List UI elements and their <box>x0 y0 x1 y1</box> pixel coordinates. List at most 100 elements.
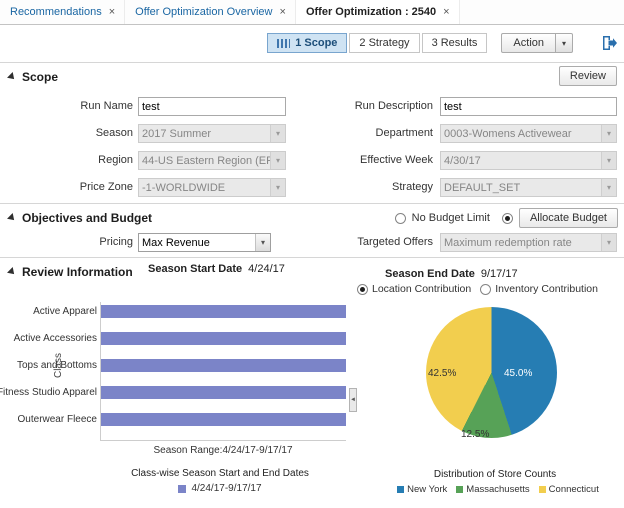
bar-legend-label: 4/24/17-9/17/17 <box>191 483 262 494</box>
season-label: Season <box>95 127 133 139</box>
effective-week-select[interactable]: 4/30/17 ▾ <box>440 151 617 170</box>
allocate-budget-radio[interactable] <box>501 212 513 224</box>
season-start-label: Season Start Date <box>148 263 243 275</box>
budget-radio-group: No Budget Limit Allocate Budget <box>394 208 618 228</box>
bar-chart-legend: 4/24/17-9/17/17 <box>70 483 370 494</box>
price-zone-label: Price Zone <box>79 181 133 193</box>
scope-section-header: Scope Review <box>0 62 624 90</box>
pie-legend-item: Connecticut <box>538 484 599 495</box>
tab-bar: Recommendations × Offer Optimization Ove… <box>0 0 624 25</box>
close-icon[interactable]: × <box>279 6 286 18</box>
chevron-down-icon[interactable]: ▾ <box>255 234 270 251</box>
pie-legend-label: Massachusetts <box>466 484 530 495</box>
targeted-offers-select[interactable]: Maximum redemption rate ▾ <box>440 233 617 252</box>
chevron-down-icon[interactable]: ▾ <box>270 125 285 142</box>
review-disclosure-icon[interactable] <box>7 267 17 277</box>
objectives-section-title: Objectives and Budget <box>22 211 153 225</box>
step-toolbar: 1 Scope 2 Strategy 3 Results Action ▾ <box>0 30 624 56</box>
pricing-label: Pricing <box>99 236 133 248</box>
season-end-date: Season End Date 9/17/17 <box>385 268 518 280</box>
scope-disclosure-icon[interactable] <box>7 72 17 82</box>
chevron-down-icon[interactable]: ▾ <box>601 179 616 196</box>
bar-category-label: Tops and Bottoms <box>16 360 97 371</box>
pie-legend-item: New York <box>397 484 447 495</box>
season-end-label: Season End Date <box>385 268 475 280</box>
inventory-contribution-radio[interactable] <box>480 283 492 295</box>
splitter-handle[interactable]: ◄ <box>349 388 357 412</box>
chevron-down-icon[interactable]: ▾ <box>270 152 285 169</box>
price-zone-select[interactable]: -1-WORLDWIDE ▾ <box>138 178 286 197</box>
chevron-down-icon[interactable]: ▾ <box>601 152 616 169</box>
bar-chart-plot-area <box>100 302 346 441</box>
season-start-date: Season Start Date 4/24/17 <box>148 263 285 275</box>
action-dropdown-arrow[interactable]: ▾ <box>556 33 573 53</box>
pie-legend-swatch <box>538 486 546 493</box>
department-label: Department <box>375 127 433 139</box>
inventory-contribution-label: Inventory Contribution <box>495 283 598 295</box>
step-label: 3 Results <box>431 37 478 49</box>
strategy-label: Strategy <box>392 181 433 193</box>
bar <box>101 305 346 318</box>
run-name-input[interactable] <box>138 97 286 116</box>
run-description-label: Run Description <box>354 100 433 112</box>
pie-legend-swatch <box>397 486 405 493</box>
scope-step-icon <box>277 38 291 48</box>
scope-section-title: Scope <box>22 70 59 84</box>
bar-category-label: Outerwear Fleece <box>17 414 97 425</box>
pie-legend-swatch <box>456 486 464 493</box>
scope-section-title-row: Scope <box>7 70 59 84</box>
bar <box>101 386 346 399</box>
step-label: 2 Strategy <box>359 37 410 49</box>
chevron-down-icon[interactable]: ▾ <box>601 125 616 142</box>
season-end-value: 9/17/17 <box>480 268 518 280</box>
location-contribution-radio[interactable] <box>357 283 368 295</box>
bar-chart-x-axis-label: Season Range:4/24/17-9/17/17 <box>153 445 293 456</box>
step-label: 1 Scope <box>295 37 338 49</box>
pie-legend-item: Massachusetts <box>456 484 530 495</box>
department-select[interactable]: 0003-Womens Activewear ▾ <box>440 124 617 143</box>
region-label: Region <box>98 154 133 166</box>
close-icon[interactable]: × <box>443 6 450 18</box>
pie-chart-legend: New York Massachusetts Connecticut <box>378 484 618 495</box>
no-budget-limit-radio[interactable] <box>394 212 406 224</box>
chevron-down-icon[interactable]: ▾ <box>270 179 285 196</box>
objectives-section-header: Objectives and Budget No Budget Limit Al… <box>0 203 624 231</box>
tab-offer-optimization-overview[interactable]: Offer Optimization Overview × <box>125 0 296 24</box>
strategy-select[interactable]: DEFAULT_SET ▾ <box>440 178 617 197</box>
review-button[interactable]: Review <box>558 66 617 86</box>
step-scope[interactable]: 1 Scope <box>267 33 348 53</box>
review-section-title: Review Information <box>22 265 133 279</box>
close-icon[interactable]: × <box>108 6 116 18</box>
objectives-section-title-row: Objectives and Budget <box>7 211 153 225</box>
pie-slice-label: 45.0% <box>504 368 533 379</box>
review-section-header: Review Information <box>0 257 624 285</box>
region-select[interactable]: 44-US Eastern Region (EF ▾ <box>138 151 286 170</box>
step-results[interactable]: 3 Results <box>421 33 488 53</box>
pie-legend-label: Connecticut <box>548 484 599 495</box>
location-contribution-label: Location Contribution <box>372 283 472 295</box>
action-button[interactable]: Action <box>501 33 556 53</box>
detach-icon[interactable] <box>601 35 617 51</box>
review-section-title-row: Review Information <box>7 265 133 279</box>
bar-category-label: Active Accessories <box>13 333 97 344</box>
objectives-disclosure-icon[interactable] <box>7 213 17 223</box>
bar-category-label: Active Apparel <box>33 306 97 317</box>
season-select[interactable]: 2017 Summer ▾ <box>138 124 286 143</box>
bar <box>101 332 346 345</box>
tab-offer-optimization-2540[interactable]: Offer Optimization : 2540 × <box>295 0 460 24</box>
pie-legend-label: New York <box>407 484 448 495</box>
run-description-input[interactable] <box>440 97 617 116</box>
contribution-radio-group: Location Contribution Inventory Contribu… <box>357 283 598 295</box>
tab-label: Offer Optimization Overview <box>135 6 273 18</box>
tab-label: Offer Optimization : 2540 <box>305 6 437 18</box>
bar <box>101 413 346 426</box>
season-start-value: 4/24/17 <box>248 263 285 275</box>
chevron-down-icon[interactable]: ▾ <box>601 234 616 251</box>
bar <box>101 359 346 372</box>
tab-recommendations[interactable]: Recommendations × <box>0 0 126 24</box>
action-split-button: Action ▾ <box>501 33 573 53</box>
step-strategy[interactable]: 2 Strategy <box>349 33 420 53</box>
allocate-budget-button[interactable]: Allocate Budget <box>518 208 618 228</box>
pricing-select[interactable]: Max Revenue ▾ <box>138 233 271 252</box>
